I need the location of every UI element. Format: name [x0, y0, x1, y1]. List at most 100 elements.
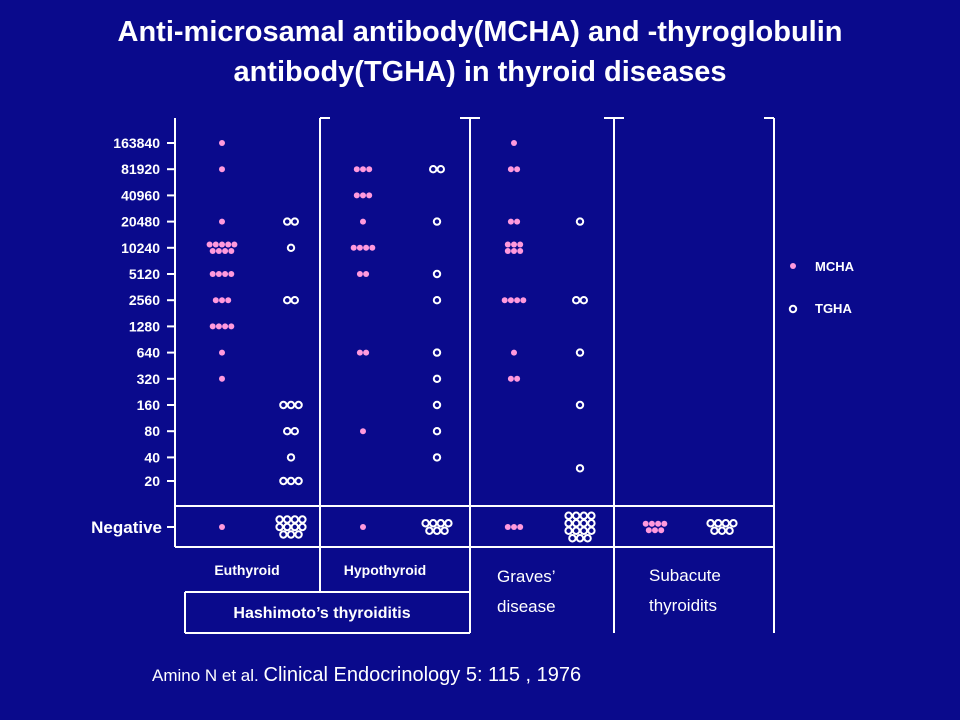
- y-tick-label: 160: [137, 397, 161, 413]
- mcha-point: [360, 166, 366, 173]
- tgha-point: [275, 522, 284, 532]
- mcha-point: [658, 527, 665, 534]
- tgha-point: [587, 519, 596, 528]
- y-tick-label: 40960: [121, 187, 160, 203]
- tgha-point: [575, 217, 585, 226]
- mcha-point: [360, 524, 366, 530]
- mcha-point: [507, 375, 514, 382]
- mcha-point: [219, 297, 225, 304]
- tgha-point: [579, 519, 588, 528]
- mcha-point: [366, 166, 373, 173]
- tgha-point: [290, 296, 299, 305]
- tgha-point: [564, 519, 573, 528]
- tgha-point: [706, 519, 715, 528]
- mcha-point: [228, 248, 235, 255]
- mcha-point: [511, 349, 517, 356]
- y-tick-label: 2560: [129, 292, 160, 308]
- tgha-point: [440, 526, 449, 535]
- tgha-point: [290, 427, 299, 436]
- tgha-point: [286, 243, 296, 253]
- mcha-point: [219, 140, 225, 146]
- mcha-point: [517, 241, 524, 248]
- tgha-point: [725, 526, 734, 535]
- mcha-point: [209, 323, 216, 330]
- mcha-point: [363, 349, 370, 356]
- mcha-point: [661, 520, 668, 527]
- mcha-point: [212, 241, 219, 248]
- mcha-point: [231, 241, 238, 248]
- title-line-2: antibody(TGHA) in thyroid diseases: [233, 56, 727, 88]
- mcha-point: [222, 248, 229, 255]
- mcha-point: [209, 271, 216, 277]
- tgha-point: [283, 427, 292, 436]
- mcha-point: [514, 166, 521, 173]
- tgha-point: [279, 530, 288, 539]
- mcha-point: [655, 520, 662, 527]
- mcha-point: [356, 349, 363, 356]
- mcha-point: [520, 297, 527, 304]
- citation: Amino N et al. Clinical Endocrinology 5:…: [152, 664, 581, 687]
- mcha-point: [356, 271, 363, 277]
- group-label-subacute-line2: thyroidits: [649, 596, 717, 615]
- y-tick-label: 20: [144, 473, 160, 489]
- title-line-1: Anti-microsamal antibody(MCHA) and -thyr…: [117, 16, 843, 48]
- tgha-point: [436, 165, 445, 174]
- tgha-point: [444, 519, 453, 528]
- y-tick-label: 81920: [121, 161, 160, 177]
- group-label-hashimoto: Hashimoto’s thyroiditis: [233, 605, 410, 622]
- tgha-point: [568, 534, 577, 543]
- tgha-point: [717, 526, 727, 535]
- tgha-point: [432, 374, 442, 383]
- mcha-point: [645, 527, 652, 534]
- mcha-point: [353, 166, 360, 173]
- tgha-point: [283, 296, 292, 305]
- y-tick-label: 163840: [113, 135, 160, 151]
- mcha-point: [507, 297, 514, 304]
- mcha-point: [642, 520, 649, 527]
- mcha-point: [206, 241, 213, 248]
- mcha-point: [360, 428, 366, 435]
- y-tick-label: 1280: [129, 318, 160, 334]
- tgha-point: [432, 526, 442, 535]
- tgha-point: [721, 519, 730, 528]
- citation-authors: Amino N et al.: [152, 666, 264, 685]
- group-label-graves-line2: disease: [497, 597, 556, 616]
- legend-tgha-marker: [788, 304, 798, 314]
- tgha-point: [583, 534, 592, 543]
- negative-label: Negative: [91, 518, 162, 537]
- mcha-point: [363, 244, 370, 251]
- tgha-point: [432, 453, 442, 462]
- tgha-point: [564, 511, 573, 520]
- tgha-point: [294, 530, 303, 539]
- mcha-point: [363, 271, 370, 277]
- tgha-point: [575, 400, 585, 410]
- mcha-point: [517, 524, 524, 530]
- tgha-point: [298, 515, 307, 524]
- mcha-point: [228, 271, 235, 277]
- mcha-point: [228, 323, 235, 330]
- tgha-point: [432, 269, 442, 279]
- tgha-point: [275, 515, 284, 524]
- mcha-point: [504, 524, 511, 530]
- tgha-point: [729, 519, 738, 528]
- tgha-point: [429, 165, 438, 174]
- mcha-point: [219, 524, 225, 530]
- mcha-point: [360, 192, 366, 199]
- tgha-point: [564, 526, 573, 535]
- mcha-point: [504, 248, 511, 255]
- tgha-point: [572, 519, 581, 528]
- tgha-point: [432, 427, 442, 436]
- mcha-point: [225, 297, 232, 304]
- y-tick-label: 20480: [121, 214, 160, 230]
- tgha-point: [572, 296, 581, 305]
- mcha-point: [215, 271, 222, 277]
- mcha-point: [353, 192, 360, 199]
- y-tick-label: 5120: [129, 266, 160, 282]
- tgha-point: [572, 511, 581, 520]
- mcha-point: [219, 241, 225, 248]
- tgha-point: [432, 348, 442, 357]
- tgha-point: [436, 519, 445, 528]
- tgha-point: [298, 522, 307, 532]
- y-tick-label: 40: [144, 449, 160, 465]
